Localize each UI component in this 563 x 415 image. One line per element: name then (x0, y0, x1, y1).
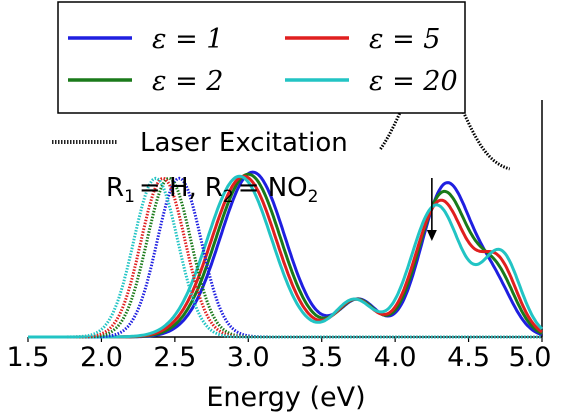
legend-label: ε = 2 (152, 66, 223, 97)
x-tick-label: 3.5 (300, 342, 343, 373)
x-tick-label: 3.0 (227, 342, 270, 373)
x-tick-label: 4.0 (374, 342, 417, 373)
legend: ε = 1 ε = 5 ε = 2 ε = 20 (57, 1, 466, 114)
laser-label: Laser Excitation (140, 128, 348, 158)
r1-text: R1 = H, R2 = NO2 (106, 173, 318, 207)
excitation-arrowhead (426, 230, 437, 241)
legend-label: ε = 1 (152, 24, 223, 55)
x-tick-label: 5.0 (509, 342, 552, 373)
series-line (28, 174, 544, 339)
x-axis-title: Energy (eV) (206, 382, 365, 413)
x-tick-label: 2.5 (153, 342, 196, 373)
x-tick-label: 4.5 (447, 342, 490, 373)
substituent-label: R1 = H, R2 = NO2 (106, 173, 318, 207)
x-tick-label: 2.0 (80, 342, 123, 373)
x-tick-label: 1.5 (7, 342, 50, 373)
legend-label: ε = 20 (369, 66, 458, 97)
legend-label: ε = 5 (369, 24, 440, 55)
legend-frame (57, 1, 466, 114)
x-ticks: 1.5 2.0 2.5 3.0 3.5 4.0 4.5 5.0 (7, 337, 552, 373)
series-line (28, 176, 542, 339)
